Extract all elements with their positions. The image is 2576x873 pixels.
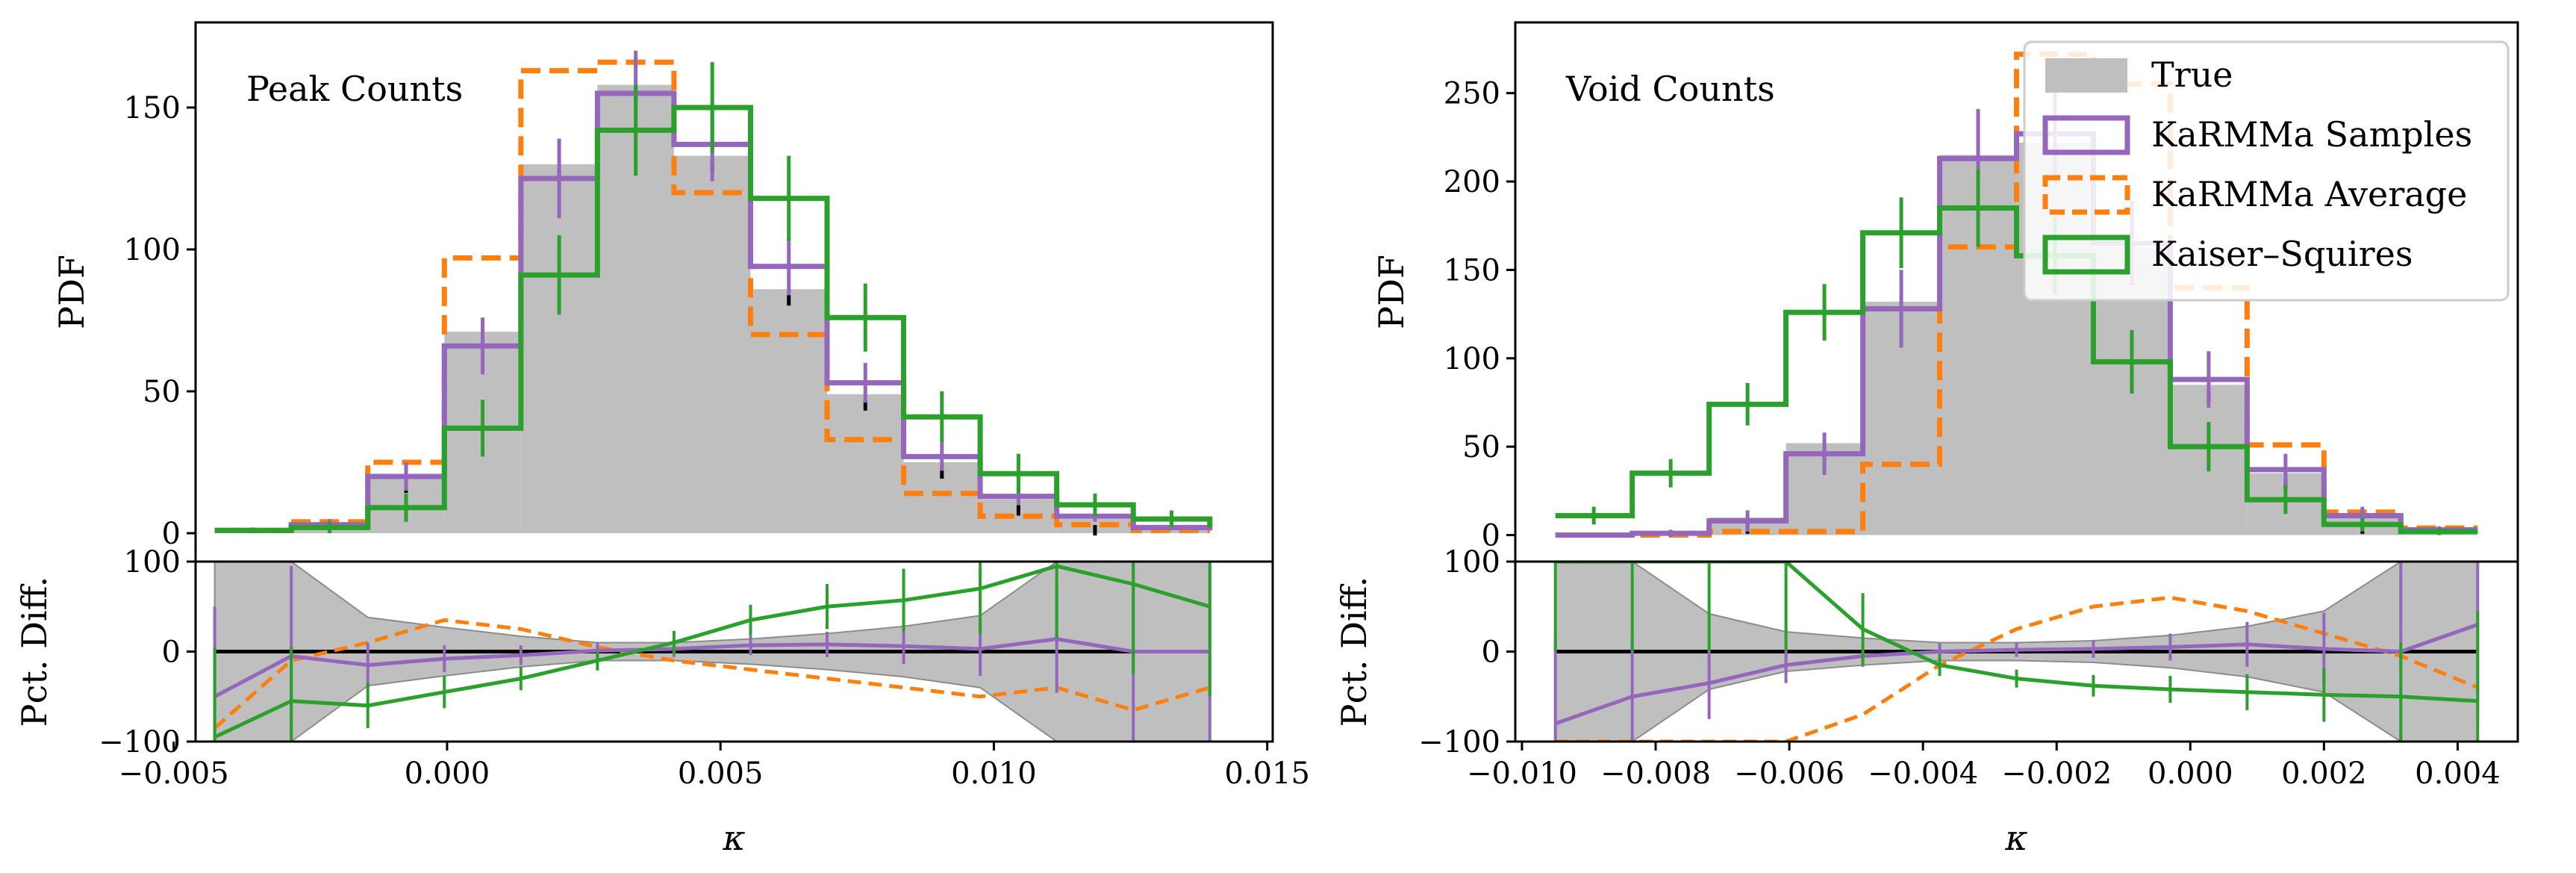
- legend-label: Kaiser–Squires: [2151, 234, 2413, 274]
- x-tick-label: −0.006: [1734, 757, 1844, 791]
- panel-annotation: Peak Counts: [246, 69, 463, 109]
- legend-label: True: [2151, 55, 2233, 95]
- x-tick-label: 0.004: [2415, 757, 2501, 791]
- diff-y-axis-label: Pct. Diff.: [14, 577, 54, 727]
- x-tick-label: 0.000: [405, 757, 490, 791]
- x-tick-label: 0.000: [2148, 757, 2233, 791]
- legend-label: KaRMMa Average: [2151, 174, 2467, 214]
- x-tick-label: 0.005: [678, 757, 764, 791]
- x-tick-label: −0.002: [2001, 757, 2112, 791]
- y-tick-label: 100: [124, 233, 181, 267]
- diff-y-tick-label: 100: [124, 545, 181, 580]
- x-tick-label: 0.002: [2281, 757, 2367, 791]
- true-bar: [520, 164, 598, 533]
- true-bar: [750, 289, 828, 533]
- y-tick-label: 200: [1444, 165, 1500, 199]
- kaiser-squires-step: [1555, 205, 2478, 535]
- diff-area: [213, 562, 1211, 742]
- legend: True KaRMMa Samples KaRMMa Average Kaiser–S…: [2023, 40, 2510, 302]
- legend-swatch-true: [2045, 58, 2127, 93]
- legend-swatch-samples: [2042, 115, 2130, 155]
- y-tick-label: 0: [162, 517, 181, 551]
- diff-y-tick-label: −100: [99, 725, 181, 759]
- x-tick-label: −0.004: [1868, 757, 1978, 791]
- legend-swatch-ks: [2042, 234, 2130, 275]
- diff-y-tick-label: 0: [162, 636, 181, 670]
- diff-y-tick-label: −100: [1418, 725, 1500, 759]
- x-tick-label: −0.008: [1600, 757, 1711, 791]
- legend-box: [2023, 40, 2510, 302]
- kaiser-squires-step: [214, 105, 1213, 533]
- x-axis-label: κ: [2004, 818, 2027, 858]
- y-tick-label: 50: [1462, 430, 1500, 465]
- x-tick-label: 0.010: [951, 757, 1037, 791]
- y-tick-label: 150: [1444, 253, 1500, 288]
- legend-label: KaRMMa Samples: [2151, 114, 2472, 155]
- x-tick-label: −0.010: [1467, 757, 1577, 791]
- histogram-area: [214, 51, 1213, 535]
- true-bar: [827, 394, 904, 533]
- x-tick-label: −0.005: [119, 757, 229, 791]
- x-axis-label: κ: [722, 818, 745, 858]
- panel-annotation: Void Counts: [1565, 69, 1775, 109]
- y-tick-label: 50: [143, 375, 181, 409]
- legend-swatch-average: [2042, 175, 2130, 215]
- diff-y-tick-label: 100: [1444, 545, 1500, 580]
- y-tick-label: 100: [1444, 342, 1500, 376]
- diff-y-tick-label: 0: [1482, 636, 1500, 670]
- y-tick-label: 0: [1482, 518, 1500, 553]
- diff-y-axis-label: Pct. Diff.: [1334, 577, 1374, 727]
- samples-diff-line: [213, 637, 1210, 698]
- diff-area: [1553, 562, 2480, 742]
- karmma-samples-step: [1555, 131, 2478, 538]
- karmma-average-step: [214, 59, 1210, 533]
- y-tick-label: 150: [124, 91, 181, 125]
- y-axis-label: PDF: [1371, 255, 1412, 329]
- y-axis-label: PDF: [52, 255, 92, 329]
- y-tick-label: 250: [1444, 77, 1500, 111]
- ks-diff-line: [213, 564, 1211, 739]
- true-bar: [673, 155, 751, 533]
- x-tick-label: 0.015: [1224, 757, 1310, 791]
- average-diff-line: [213, 618, 1211, 730]
